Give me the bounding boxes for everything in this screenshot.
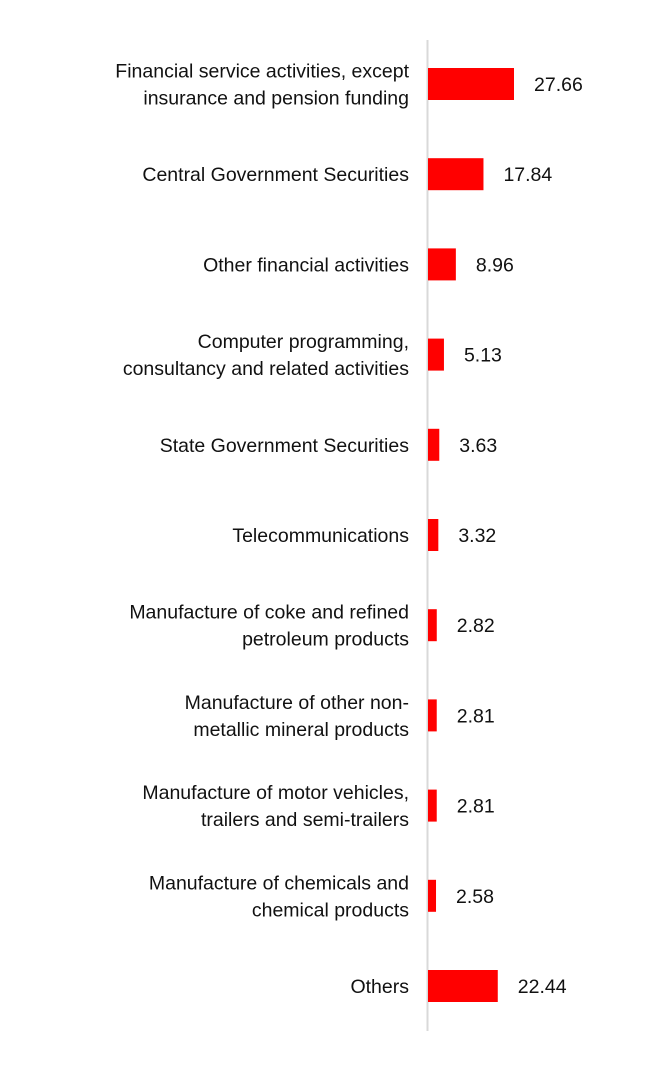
category-label-line: trailers and semi-trailers — [201, 809, 409, 831]
category-label-line: State Government Securities — [160, 435, 410, 457]
category-label: Financial service activities, except insu… — [115, 61, 409, 110]
bar — [428, 68, 514, 100]
category-label: Manufacture of motor vehicles, trailers a… — [142, 782, 409, 831]
value-label: 2.82 — [457, 615, 495, 637]
category-label-line: Others — [350, 976, 409, 998]
category-label: Others — [350, 976, 409, 998]
category-label: Telecommunications — [232, 525, 409, 547]
category-label-line: Manufacture of other non- — [185, 692, 409, 714]
value-label: 17.84 — [503, 164, 552, 186]
value-label: 2.81 — [457, 796, 495, 818]
category-label-line: chemical products — [252, 899, 409, 921]
category-label-line: insurance and pension funding — [143, 88, 409, 110]
category-label-line: Manufacture of motor vehicles, — [142, 782, 409, 804]
bar — [428, 338, 444, 371]
category-label: Central Government Securities — [142, 164, 409, 186]
bar — [428, 519, 439, 551]
value-label: 22.44 — [518, 976, 567, 998]
category-label-line: Financial service activities, except — [115, 61, 409, 83]
category-label-line: petroleum products — [242, 629, 409, 651]
bar — [428, 248, 456, 281]
value-label: 8.96 — [476, 254, 514, 276]
category-label-line: metallic mineral products — [193, 719, 409, 741]
category-label-line: Computer programming, — [198, 331, 409, 353]
category-label-line: Manufacture of chemicals and — [149, 872, 409, 894]
category-label-line: Telecommunications — [232, 525, 409, 547]
bar — [428, 970, 498, 1002]
bars-group — [428, 68, 514, 1002]
bar — [428, 879, 437, 912]
value-label: 27.66 — [534, 74, 583, 96]
value-label: 2.81 — [457, 705, 495, 727]
category-label: Manufacture of coke and refined petroleum… — [129, 602, 409, 651]
category-label: Other financial activities — [203, 254, 409, 276]
bar — [428, 428, 440, 461]
value-label: 3.32 — [458, 525, 496, 547]
category-label-line: Other financial activities — [203, 254, 409, 276]
value-labels-group: 27.66 17.84 8.96 5.13 3.63 3.32 2.82 2.81 2.81 2.… — [456, 74, 583, 998]
category-labels-group: Financial service activities, except insu… — [115, 61, 409, 999]
bar — [428, 609, 437, 642]
bar — [428, 789, 437, 822]
value-label: 3.63 — [459, 435, 497, 457]
category-label: Computer programming, consultancy and rel… — [123, 331, 409, 380]
category-label-line: Central Government Securities — [142, 164, 409, 186]
bar — [428, 158, 484, 191]
category-label-line: Manufacture of coke and refined — [129, 602, 409, 624]
category-label: Manufacture of other non-metallic minera… — [185, 692, 410, 741]
category-label-line: consultancy and related activities — [123, 358, 409, 380]
value-label: 5.13 — [464, 345, 502, 367]
category-label: Manufacture of chemicals and chemical pro… — [149, 872, 409, 921]
bar — [428, 699, 437, 732]
value-label: 2.58 — [456, 886, 494, 908]
category-label: State Government Securities — [160, 435, 410, 457]
